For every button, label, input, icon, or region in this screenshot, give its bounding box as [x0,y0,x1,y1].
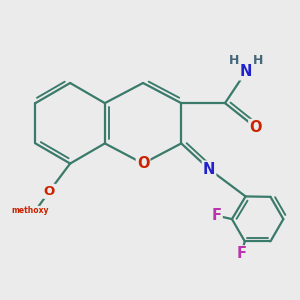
Text: F: F [236,246,246,261]
Text: F: F [212,208,222,223]
Text: H: H [229,54,239,67]
Text: H: H [253,54,263,67]
Text: O: O [137,156,149,171]
Text: O: O [44,185,55,198]
Text: N: N [203,162,215,177]
Text: methoxy: methoxy [11,206,49,215]
Text: N: N [240,64,252,80]
Text: O: O [249,120,262,135]
